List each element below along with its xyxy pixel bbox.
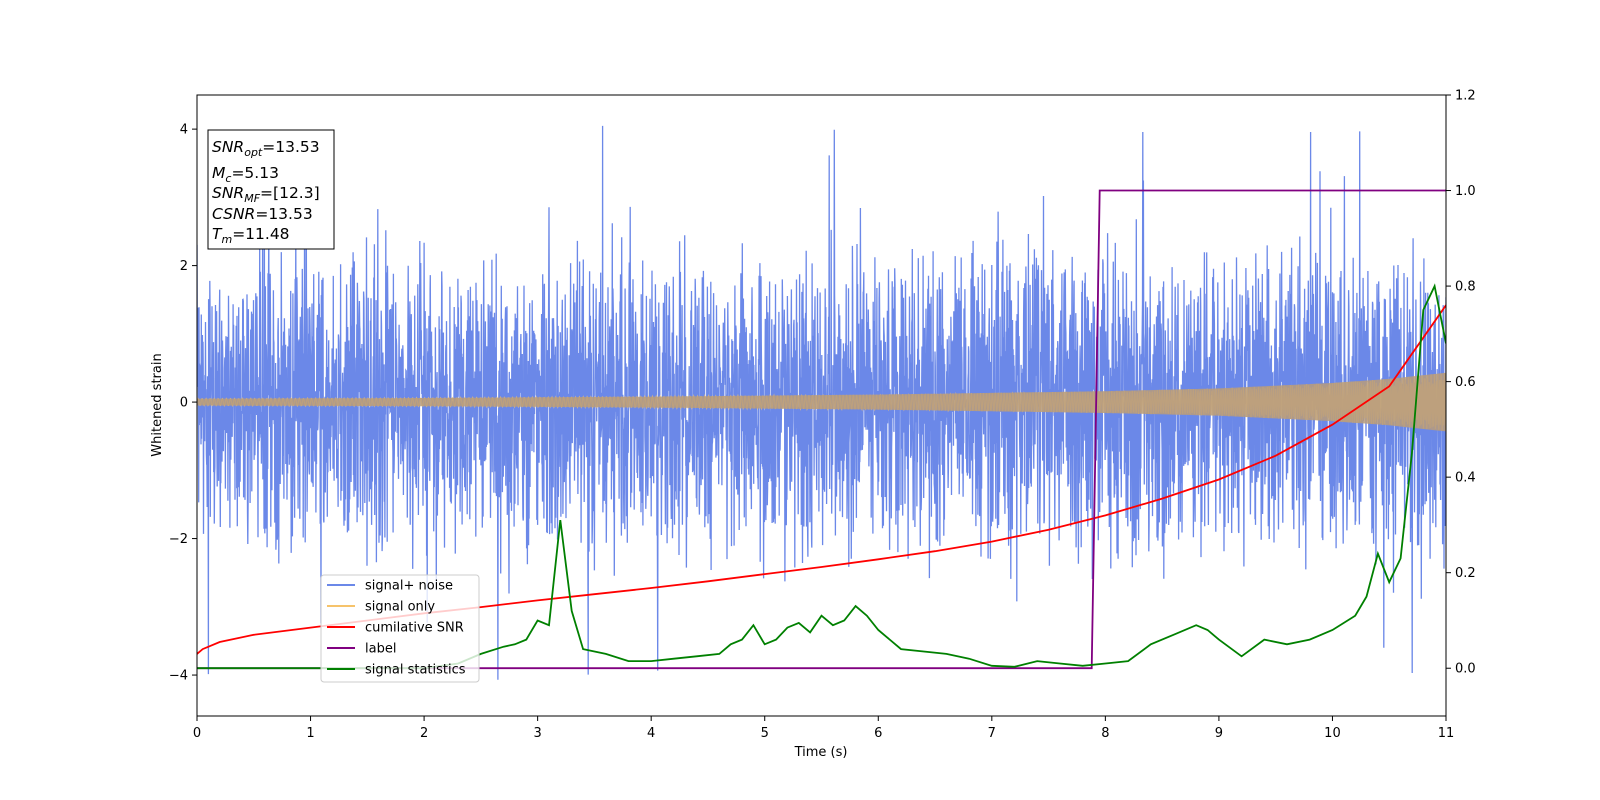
x-tick-label: 4 bbox=[647, 726, 655, 741]
annotation-line: SNRMF=[12.3] bbox=[212, 184, 320, 205]
signal-only-layer bbox=[197, 372, 1446, 432]
series-label bbox=[197, 189, 1446, 670]
series-cumulative-snr bbox=[197, 304, 1446, 655]
x-tick-label: 5 bbox=[761, 726, 769, 741]
x-tick-label: 9 bbox=[1215, 726, 1223, 741]
y-right-tick-label: 1.2 bbox=[1455, 89, 1476, 104]
x-tick-label: 1 bbox=[306, 726, 314, 741]
y-left-tick-label: 2 bbox=[180, 259, 188, 274]
annotation-line: Tm=11.48 bbox=[212, 225, 290, 246]
annotation-box: SNRopt=13.53 Mc=5.13SNRMF=[12.3]CSNR=13.5… bbox=[207, 129, 335, 250]
y-right-tick-label: 0.8 bbox=[1455, 280, 1476, 295]
x-axis: 0 1 2 3 4 5 6 7 8 9 10 11 bbox=[193, 716, 1454, 741]
annotation-line: Mc=5.13 bbox=[212, 164, 279, 185]
y-right-tick-label: 0.4 bbox=[1455, 471, 1476, 486]
annotation-line: SNRopt=13.53 bbox=[212, 138, 320, 159]
plot-frame bbox=[196, 94, 1447, 717]
legend: signal+ noise signal only cumilative SNR la… bbox=[320, 574, 480, 683]
series-signal-statistics bbox=[197, 283, 1446, 670]
x-tick-label: 11 bbox=[1438, 726, 1455, 741]
y-left-tick-label: −4 bbox=[169, 669, 188, 684]
series-signal-noise bbox=[197, 125, 1446, 680]
y-right-tick-label: 0.0 bbox=[1455, 662, 1476, 677]
legend-entry: signal statistics bbox=[365, 663, 466, 678]
legend-entry: signal+ noise bbox=[365, 579, 453, 594]
x-axis-label: Time (s) bbox=[794, 745, 848, 760]
signal-only-envelope bbox=[197, 372, 1446, 432]
legend-entry: cumilative SNR bbox=[365, 621, 464, 636]
x-tick-label: 2 bbox=[420, 726, 428, 741]
x-tick-label: 10 bbox=[1324, 726, 1341, 741]
y-axis-left: −4 −2 0 2 4 bbox=[169, 123, 197, 684]
y-left-tick-label: 0 bbox=[180, 396, 188, 411]
y-right-tick-label: 0.2 bbox=[1455, 566, 1476, 581]
y-axis-right: 0.0 0.2 0.4 0.6 0.8 1.0 1.2 bbox=[1446, 89, 1476, 677]
y-right-tick-label: 1.0 bbox=[1455, 184, 1476, 199]
x-tick-label: 3 bbox=[533, 726, 541, 741]
legend-entry: label bbox=[365, 642, 396, 657]
x-tick-label: 0 bbox=[193, 726, 201, 741]
annotation-frame bbox=[207, 129, 335, 250]
x-tick-label: 7 bbox=[988, 726, 996, 741]
annotation-line: CSNR=13.53 bbox=[212, 205, 313, 223]
y-axis-label-left: Whitened strain bbox=[150, 353, 165, 456]
legend-entry: signal only bbox=[365, 600, 435, 615]
y-left-tick-label: −2 bbox=[169, 532, 188, 547]
line-series-layer bbox=[197, 189, 1446, 670]
legend-frame bbox=[320, 574, 480, 683]
y-left-tick-label: 4 bbox=[180, 123, 188, 138]
x-tick-label: 6 bbox=[874, 726, 882, 741]
x-tick-label: 8 bbox=[1101, 726, 1109, 741]
signal-noise-layer bbox=[197, 125, 1446, 680]
y-right-tick-label: 0.6 bbox=[1455, 375, 1476, 390]
